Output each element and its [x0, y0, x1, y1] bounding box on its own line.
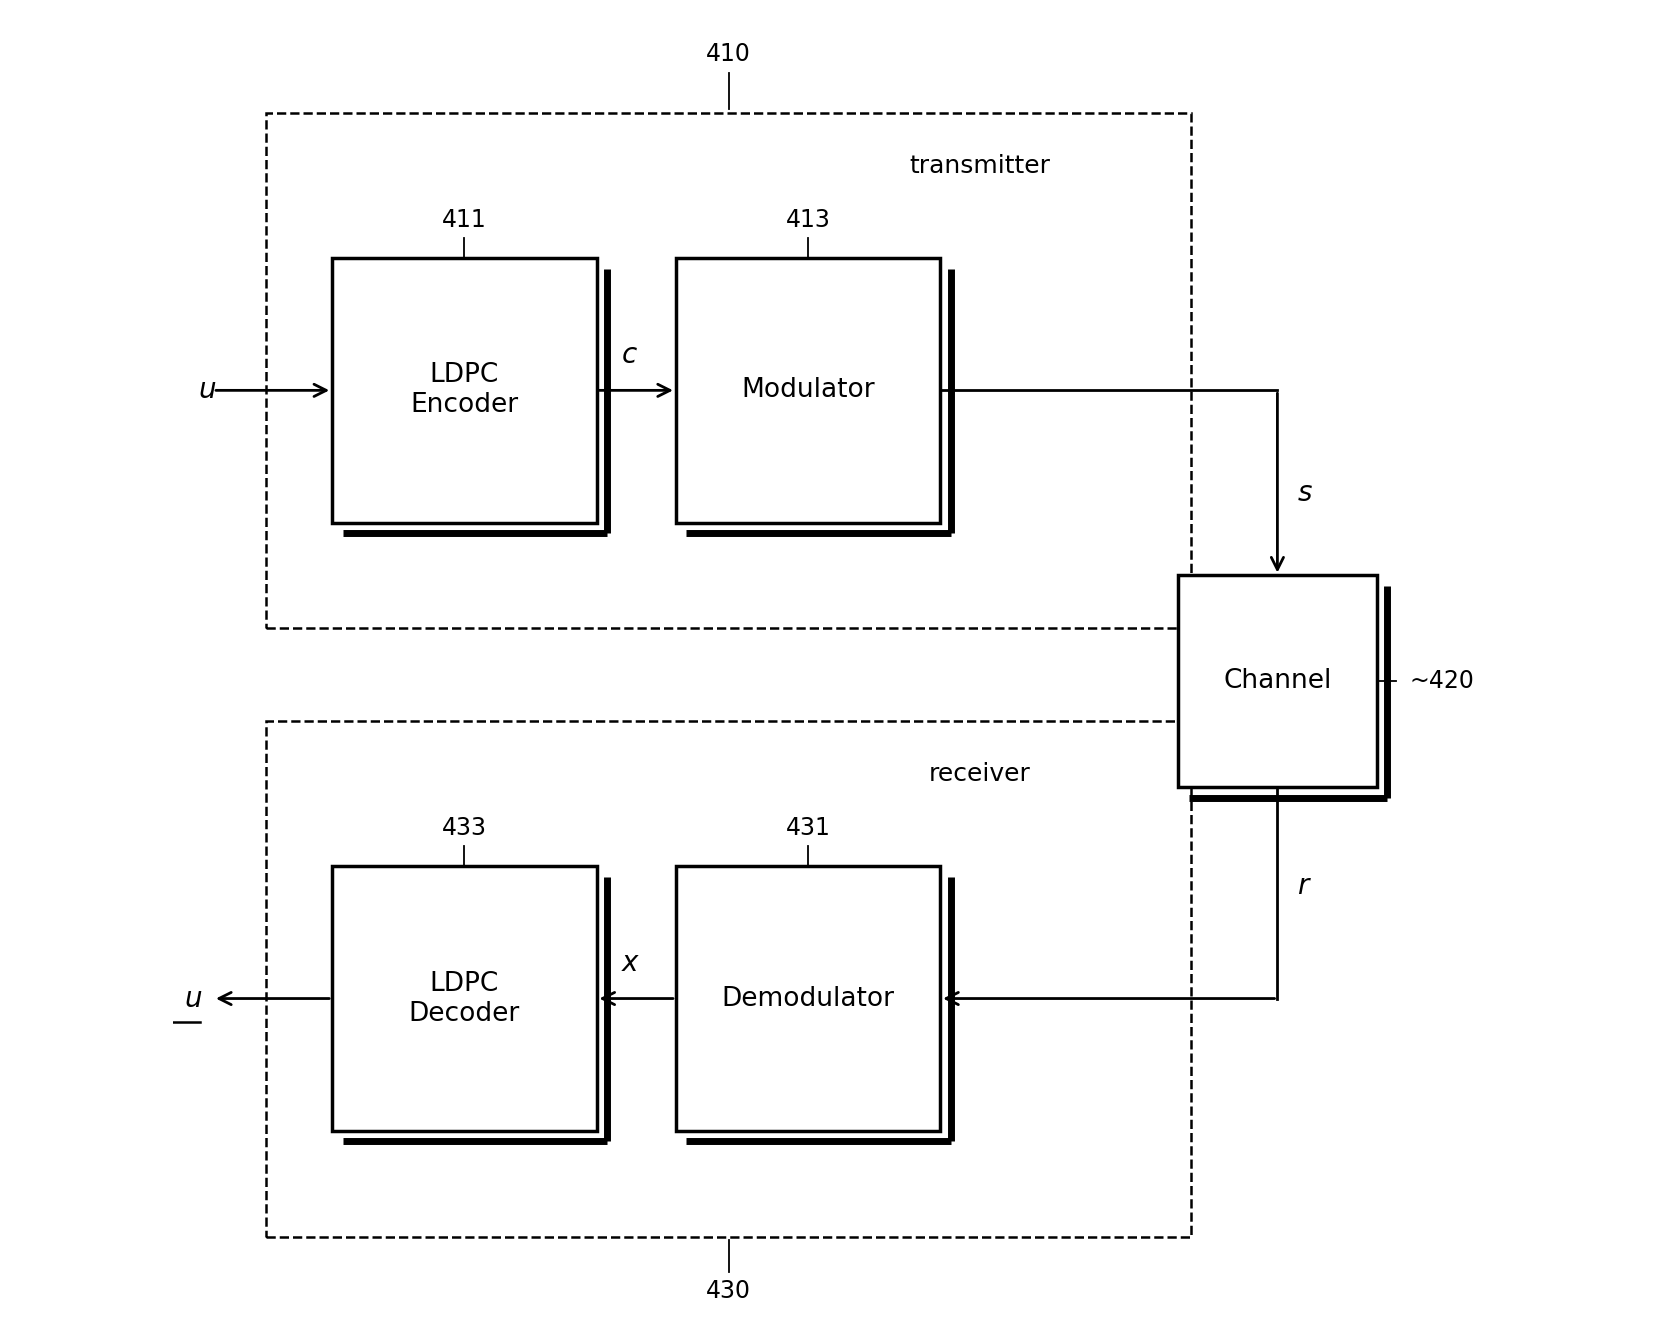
- Text: Channel: Channel: [1223, 668, 1332, 695]
- FancyBboxPatch shape: [676, 866, 940, 1130]
- Text: receiver: receiver: [930, 762, 1031, 786]
- Text: u: u: [185, 985, 202, 1013]
- Text: transmitter: transmitter: [910, 154, 1050, 178]
- Text: u: u: [199, 377, 215, 405]
- Text: 433: 433: [442, 816, 487, 840]
- Text: Modulator: Modulator: [741, 377, 875, 403]
- Text: LDPC
Decoder: LDPC Decoder: [409, 970, 521, 1026]
- Text: x: x: [621, 950, 638, 978]
- Text: LDPC
Encoder: LDPC Encoder: [411, 362, 519, 418]
- Text: r: r: [1297, 872, 1308, 900]
- Text: 413: 413: [786, 207, 831, 231]
- Text: ~420: ~420: [1410, 669, 1474, 693]
- Text: 431: 431: [786, 816, 831, 840]
- FancyBboxPatch shape: [1178, 576, 1377, 787]
- FancyBboxPatch shape: [332, 258, 596, 522]
- Text: 411: 411: [442, 207, 487, 231]
- Text: c: c: [623, 341, 638, 369]
- FancyBboxPatch shape: [332, 866, 596, 1130]
- FancyBboxPatch shape: [676, 258, 940, 522]
- Text: s: s: [1297, 480, 1312, 508]
- Text: 430: 430: [706, 1279, 751, 1303]
- Text: 410: 410: [706, 43, 751, 67]
- Text: Demodulator: Demodulator: [721, 986, 895, 1011]
